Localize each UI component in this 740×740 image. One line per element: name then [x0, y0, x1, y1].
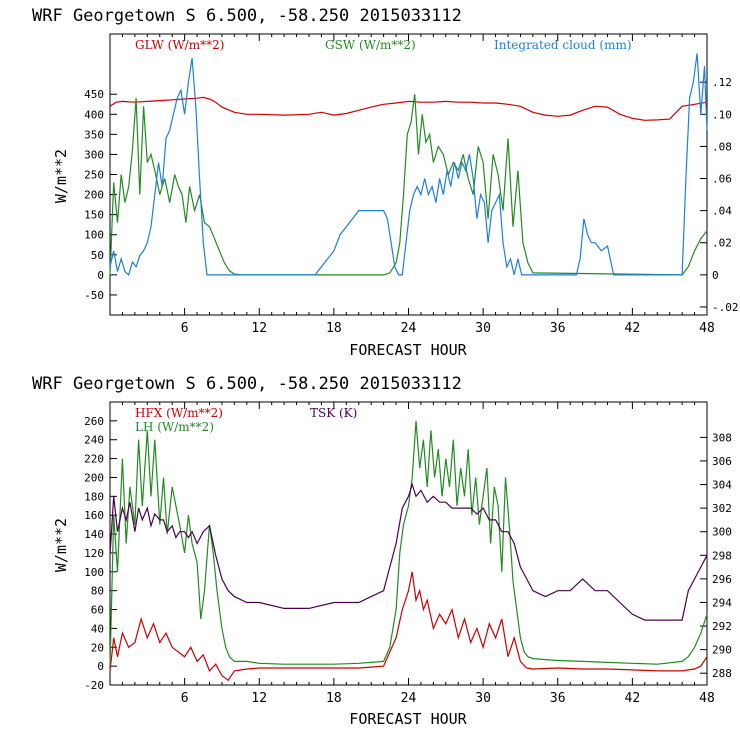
y2-tick-label: 308 — [712, 431, 732, 444]
y2-tick-label: .02 — [712, 237, 732, 250]
chart2-title: WRF Georgetown S 6.500, -58.250 20150331… — [32, 374, 462, 394]
series-line-glw — [109, 96, 708, 121]
chart2-xlabel: FORECAST HOUR — [349, 710, 467, 728]
x-tick-label: 30 — [475, 321, 491, 336]
series-line-gsw — [109, 94, 708, 276]
y-tick-label: 220 — [84, 453, 104, 466]
chart1-xlabel: FORECAST HOUR — [349, 341, 467, 359]
y-tick-label: 350 — [84, 128, 104, 141]
y2-tick-label: 296 — [712, 573, 732, 586]
y2-tick-label: 300 — [712, 526, 732, 539]
y-tick-label: 50 — [91, 249, 104, 262]
x-tick-label: 6 — [181, 321, 189, 336]
legend-tsk: TSK (K) — [310, 406, 357, 420]
y-tick-label: 40 — [91, 622, 104, 635]
y-tick-label: 160 — [84, 509, 104, 522]
y2-tick-label: 294 — [712, 596, 732, 609]
x-tick-label: 48 — [699, 321, 715, 336]
y-tick-label: 0 — [97, 660, 104, 673]
y2-tick-label: 302 — [712, 502, 732, 515]
legend-glw: GLW (W/m**2) — [135, 38, 224, 52]
y-tick-label: 450 — [84, 88, 104, 101]
y-tick-label: 100 — [84, 566, 104, 579]
chart1-ylabel: W/m**2 — [52, 149, 70, 203]
series-line-integrated — [109, 53, 708, 276]
series-line-lh — [109, 420, 708, 667]
x-tick-label: 18 — [326, 321, 342, 336]
y-tick-label: 20 — [91, 641, 104, 654]
x-tick-label: 48 — [699, 691, 715, 706]
y-tick-label: 0 — [97, 269, 104, 282]
y-tick-label: 400 — [84, 108, 104, 121]
x-tick-label: 30 — [475, 691, 491, 706]
y2-tick-label: -.02 — [712, 301, 739, 314]
y-tick-label: 140 — [84, 528, 104, 541]
x-tick-label: 12 — [251, 691, 267, 706]
x-tick-label: 36 — [550, 691, 566, 706]
y-tick-label: 180 — [84, 490, 104, 503]
y2-tick-label: .08 — [712, 140, 732, 153]
x-tick-label: 42 — [625, 321, 641, 336]
y-tick-label: 80 — [91, 585, 104, 598]
y-tick-label: -50 — [84, 289, 104, 302]
y-tick-label: 200 — [84, 189, 104, 202]
chart2-series-group — [109, 420, 708, 682]
x-tick-label: 12 — [251, 321, 267, 336]
series-line-hfx — [109, 571, 708, 682]
legend-gsw: GSW (W/m**2) — [325, 38, 416, 52]
y2-tick-label: .04 — [712, 205, 732, 218]
y-tick-label: 200 — [84, 471, 104, 484]
legend-integrated-cloud: Integrated cloud (mm) — [494, 38, 632, 52]
x-tick-label: 18 — [326, 691, 342, 706]
y2-tick-label: 288 — [712, 667, 732, 680]
y2-tick-label: .10 — [712, 108, 732, 121]
y2-tick-label: 304 — [712, 479, 732, 492]
y-tick-label: 60 — [91, 604, 104, 617]
y-tick-label: -20 — [84, 679, 104, 692]
x-tick-label: 42 — [625, 691, 641, 706]
y2-tick-label: 290 — [712, 644, 732, 657]
y-tick-label: 260 — [84, 415, 104, 428]
y-tick-label: 100 — [84, 229, 104, 242]
series-line-tsk — [109, 482, 708, 621]
y2-tick-label: .12 — [712, 76, 732, 89]
y-tick-label: 150 — [84, 209, 104, 222]
chart2-ylabel: W/m**2 — [52, 518, 70, 572]
y2-tick-label: .06 — [712, 173, 732, 186]
chart1-series-group — [109, 53, 708, 276]
y2-tick-label: 298 — [712, 549, 732, 562]
chart1-ticks: 6 12 18 24 30 36 42 48 -50 0 50 100 150 200 250 300 350 4… — [84, 34, 739, 336]
chart2-ticks: 6 12 18 24 30 36 42 48 -20 0 20 40 60 80 100 120 140 160 1… — [84, 402, 732, 706]
x-tick-label: 24 — [401, 691, 417, 706]
y2-tick-label: 0 — [712, 269, 719, 282]
y-tick-label: 250 — [84, 169, 104, 182]
y2-tick-label: 306 — [712, 455, 732, 468]
legend-lh: LH (W/m**2) — [135, 420, 214, 434]
y-tick-label: 240 — [84, 434, 104, 447]
x-tick-label: 6 — [181, 691, 189, 706]
y2-tick-label: 292 — [712, 620, 732, 633]
chart2-frame — [109, 401, 708, 686]
legend-hfx: HFX (W/m**2) — [135, 406, 223, 420]
x-tick-label: 24 — [401, 321, 417, 336]
y-tick-label: 300 — [84, 148, 104, 161]
chart1-title: WRF Georgetown S 6.500, -58.250 20150331… — [32, 6, 462, 26]
x-tick-label: 36 — [550, 321, 566, 336]
y-tick-label: 120 — [84, 547, 104, 560]
